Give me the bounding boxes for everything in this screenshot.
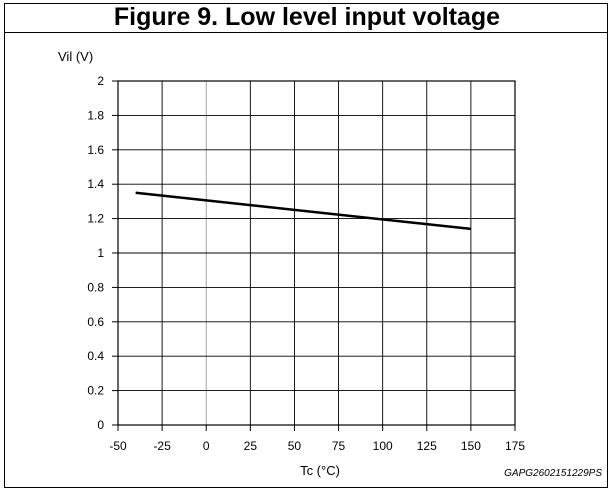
x-tick-label: 100 [373, 439, 393, 453]
y-tick-label: 0.4 [87, 349, 104, 363]
x-tick-label: 25 [244, 439, 258, 453]
y-tick-label: 1 [97, 246, 104, 260]
x-tick-label: 0 [203, 439, 210, 453]
x-tick-label: -50 [109, 439, 127, 453]
x-tick-label: 50 [288, 439, 302, 453]
y-tick-label: 1.4 [87, 177, 104, 191]
y-tick-label: 1.8 [87, 108, 104, 122]
y-tick-labels: 0 0.2 0.4 0.6 0.8 1 1.2 1.4 1.6 1.8 2 [87, 74, 118, 432]
title-divider [5, 32, 607, 33]
chart-grid [118, 81, 515, 425]
y-tick-label: 1.6 [87, 143, 104, 157]
y-tick-label: 0 [97, 418, 104, 432]
x-tick-label: 175 [505, 439, 525, 453]
series-lines [135, 191, 472, 231]
vil-line [135, 191, 472, 231]
y-tick-label: 0.6 [87, 315, 104, 329]
figure-code: GAPG2602151229PS [504, 468, 602, 479]
x-axis-label: Tc (°C) [300, 463, 340, 478]
y-tick-label: 0.8 [87, 280, 104, 294]
y-tick-label: 2 [97, 74, 104, 88]
x-tick-label: 150 [461, 439, 481, 453]
x-tick-label: 75 [332, 439, 346, 453]
figure-title: Figure 9. Low level input voltage [113, 3, 501, 31]
y-axis-label: Vil (V) [58, 49, 93, 64]
y-tick-label: 1.2 [87, 212, 104, 226]
figure-frame [4, 3, 608, 488]
x-tick-label: -25 [153, 439, 171, 453]
y-tick-label: 0.2 [87, 384, 104, 398]
x-tick-label: 125 [417, 439, 437, 453]
x-tick-labels: -50 -25 0 25 50 75 100 125 150 175 [109, 425, 525, 453]
